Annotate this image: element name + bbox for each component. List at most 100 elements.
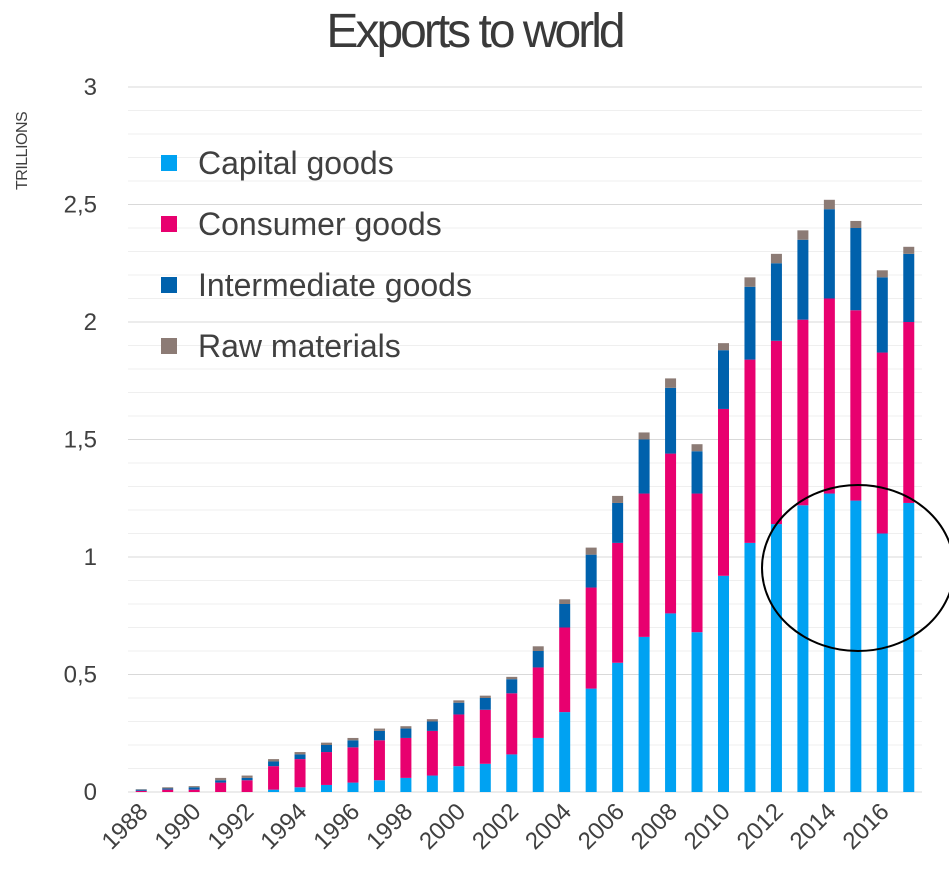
legend-swatch: [161, 338, 177, 354]
bar-raw-materials: [797, 230, 809, 240]
legend-swatch: [161, 277, 177, 293]
x-tick-label: 2006: [573, 798, 630, 855]
bar-consumer-goods: [665, 453, 677, 614]
bar-intermediate-goods: [400, 728, 412, 738]
bar-capital-goods: [612, 662, 624, 792]
legend-label: Capital goods: [198, 145, 394, 181]
bar-raw-materials: [453, 700, 465, 703]
x-tick-label: 1996: [308, 798, 365, 855]
bar-intermediate-goods: [426, 721, 438, 731]
bar-capital-goods: [876, 533, 888, 792]
bar-raw-materials: [770, 253, 782, 264]
bar-intermediate-goods: [321, 745, 332, 753]
bar-consumer-goods: [479, 709, 491, 764]
bar-consumer-goods: [135, 790, 147, 792]
x-tick-label: 2010: [679, 798, 736, 855]
bar-raw-materials: [321, 742, 332, 745]
bar-intermediate-goods: [612, 502, 624, 543]
bar-consumer-goods: [612, 542, 624, 663]
bar-capital-goods: [850, 500, 862, 792]
x-tick-label: 2004: [520, 798, 577, 855]
bar-raw-materials: [903, 246, 915, 254]
bar-consumer-goods: [506, 693, 518, 755]
bar-capital-goods: [665, 613, 677, 792]
bar-raw-materials: [718, 343, 729, 351]
bar-consumer-goods: [585, 587, 597, 689]
x-tick-label: 2008: [626, 798, 683, 855]
x-tick-label: 1990: [150, 798, 207, 855]
x-tick-label: 2002: [467, 798, 524, 855]
bar-consumer-goods: [426, 730, 438, 776]
bar-capital-goods: [744, 542, 756, 792]
bar-raw-materials: [373, 728, 385, 731]
bar-capital-goods: [426, 775, 438, 792]
bar-raw-materials: [268, 759, 280, 762]
y-tick-label: 2,5: [64, 192, 97, 219]
x-tick-label: 2016: [838, 798, 895, 855]
bar-consumer-goods: [638, 493, 650, 637]
bar-consumer-goods: [903, 322, 915, 503]
bar-intermediate-goods: [876, 277, 888, 353]
bar-consumer-goods: [347, 747, 359, 783]
bar-intermediate-goods: [532, 651, 544, 668]
bar-capital-goods: [321, 784, 332, 792]
bar-raw-materials: [506, 676, 518, 680]
bar-consumer-goods: [321, 752, 332, 785]
x-tick-label: 1992: [202, 798, 259, 855]
bar-intermediate-goods: [215, 780, 227, 783]
bar-capital-goods: [585, 688, 597, 792]
bar-consumer-goods: [453, 714, 465, 767]
bar-consumer-goods: [559, 627, 571, 713]
bar-raw-materials: [532, 646, 544, 651]
bar-capital-goods: [479, 763, 491, 792]
bar-raw-materials: [744, 277, 756, 287]
bar-capital-goods: [638, 636, 650, 792]
bar-capital-goods: [400, 777, 412, 792]
bar-intermediate-goods: [268, 761, 280, 767]
bar-capital-goods: [559, 712, 571, 792]
bar-intermediate-goods: [744, 286, 756, 360]
bar-raw-materials: [638, 432, 650, 440]
bar-intermediate-goods: [638, 439, 650, 494]
y-tick-label: 0: [84, 779, 97, 806]
bar-consumer-goods: [268, 766, 280, 790]
bar-intermediate-goods: [506, 679, 518, 694]
legend-swatch: [161, 155, 177, 171]
bar-intermediate-goods: [665, 387, 677, 454]
legend-label: Intermediate goods: [198, 267, 472, 303]
bar-intermediate-goods: [373, 730, 385, 741]
bar-raw-materials: [612, 495, 624, 503]
chart-title: Exports to world: [326, 5, 625, 58]
bar-intermediate-goods: [347, 740, 359, 748]
bar-capital-goods: [718, 575, 729, 792]
bar-raw-materials: [850, 220, 862, 228]
bar-raw-materials: [215, 777, 227, 781]
bar-raw-materials: [294, 752, 306, 755]
bar-consumer-goods: [532, 667, 544, 738]
y-tick-label: 2: [84, 309, 97, 336]
bar-consumer-goods: [373, 740, 385, 781]
bar-intermediate-goods: [850, 228, 862, 311]
legend-swatch: [161, 216, 177, 232]
bar-capital-goods: [268, 789, 280, 792]
bar-consumer-goods: [215, 782, 227, 792]
bar-consumer-goods: [876, 352, 888, 534]
bar-raw-materials: [559, 599, 571, 604]
legend-label: Raw materials: [198, 328, 401, 364]
legend-label: Consumer goods: [198, 206, 442, 242]
bar-consumer-goods: [294, 759, 306, 788]
bar-consumer-goods: [718, 408, 729, 576]
highlight-ellipse: [761, 484, 949, 652]
bar-capital-goods: [797, 505, 809, 792]
bar-intermediate-goods: [135, 789, 147, 791]
bar-raw-materials: [241, 775, 253, 778]
bar-intermediate-goods: [797, 239, 809, 320]
bar-capital-goods: [453, 766, 465, 792]
y-tick-label: 0,5: [64, 662, 97, 689]
bar-capital-goods: [903, 502, 915, 792]
bar-raw-materials: [162, 787, 174, 789]
y-tick-label: 1: [84, 544, 97, 571]
bar-raw-materials: [876, 270, 888, 278]
